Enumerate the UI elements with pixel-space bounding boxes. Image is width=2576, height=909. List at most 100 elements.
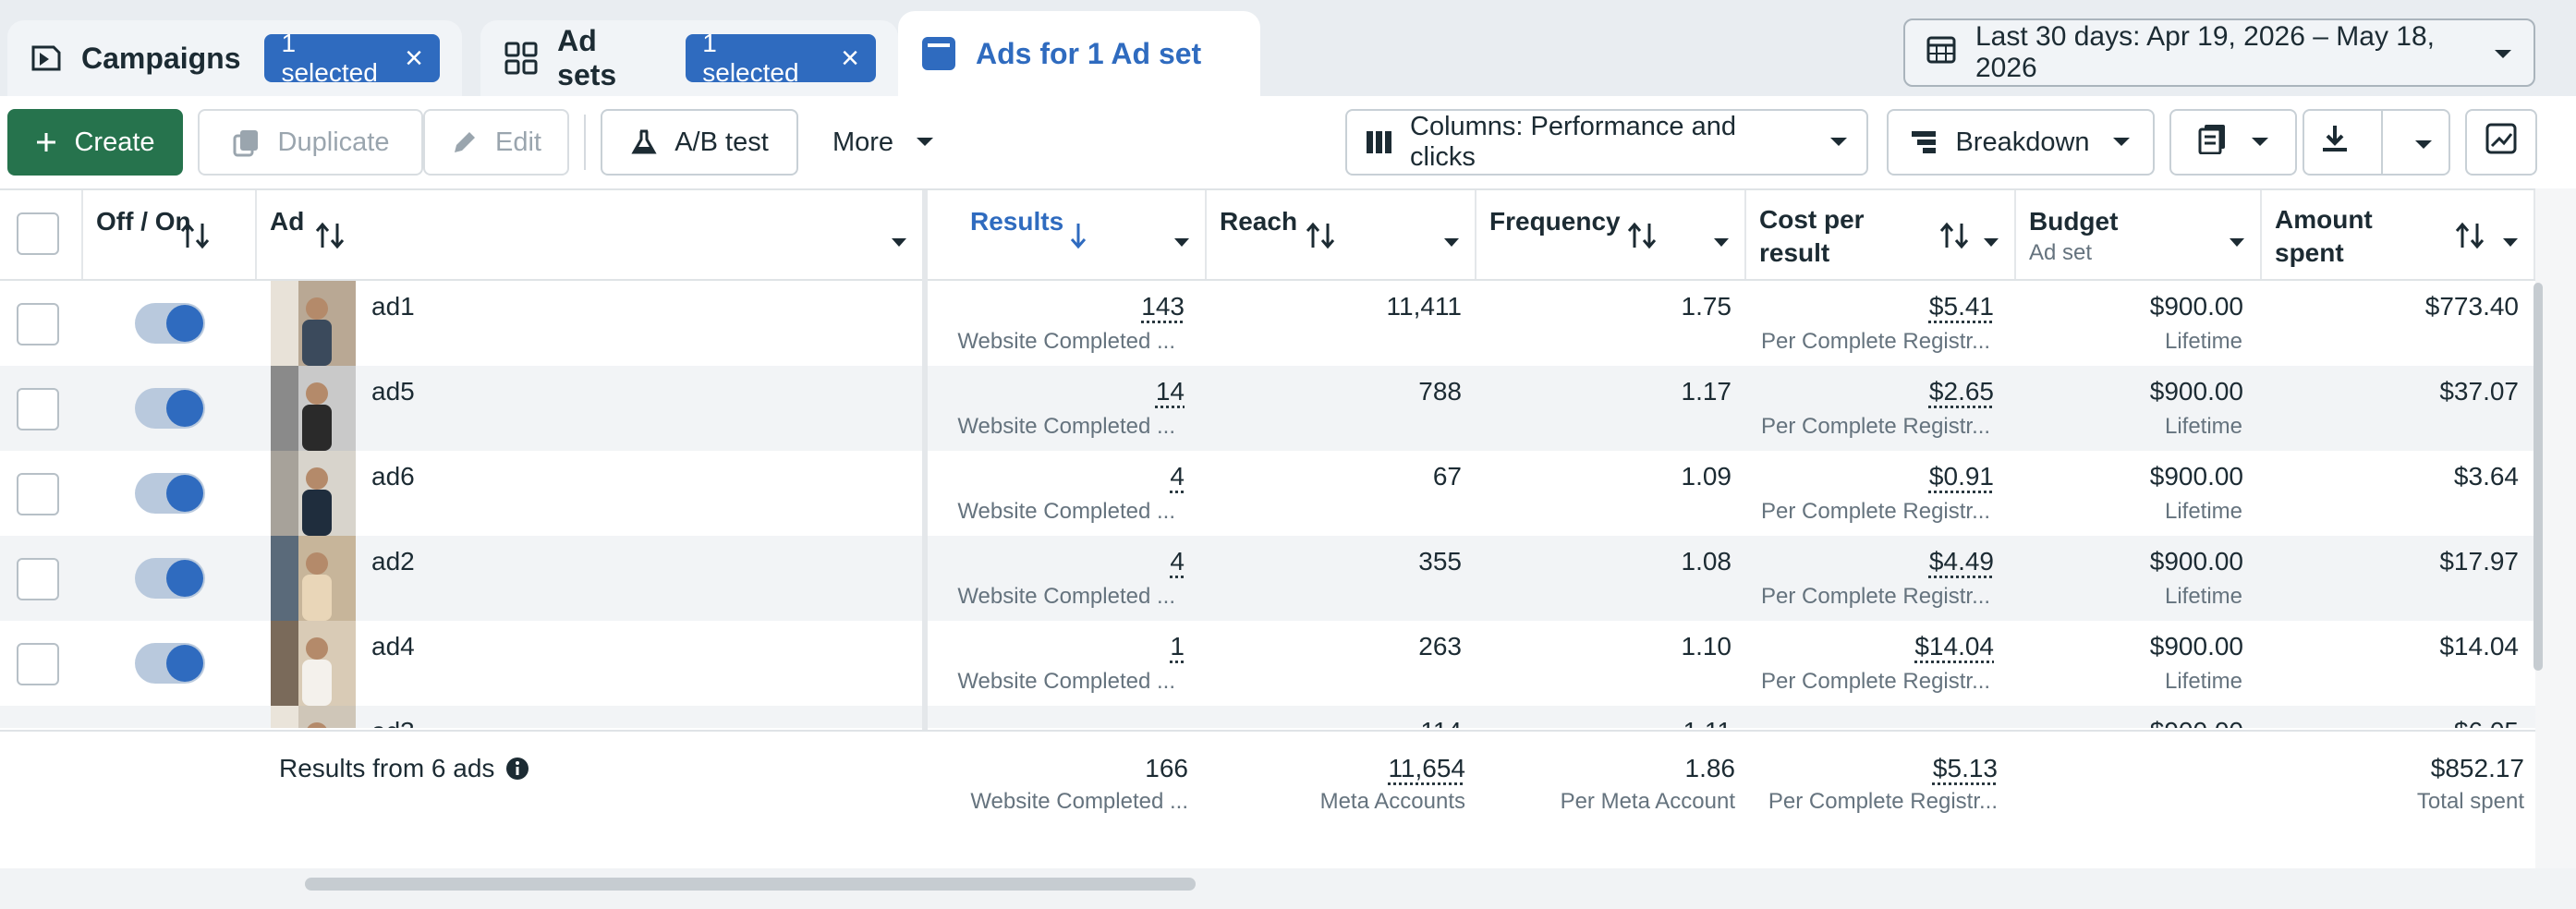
col-amount-spent[interactable]: Amount spent [2262,190,2535,279]
ad-name[interactable]: ad2 [371,547,415,576]
cost-value[interactable]: $0.91 [1928,462,1994,491]
totals-reach[interactable]: 11,654 [1388,754,1465,782]
chevron-down-icon[interactable] [1173,225,1190,255]
results-value[interactable]: 1 [1170,632,1185,661]
ad-window-icon [920,35,957,72]
budget-value: $900.00 [2149,377,2243,406]
ab-test-button[interactable]: A/B test [601,109,798,176]
table-row[interactable]: ad5 14 Website Completed ... 788 1.17 $2… [0,366,2535,451]
col-budget[interactable]: Budget Ad set [2016,190,2262,279]
ad-name[interactable]: ad5 [371,377,415,406]
delivery-toggle[interactable] [135,643,205,684]
edit-button[interactable]: Edit [423,109,569,176]
toolbar: Create Duplicate Edit A/B test More Colu… [0,96,2576,188]
row-checkbox[interactable] [17,643,59,685]
export-button[interactable] [2303,109,2450,176]
results-value[interactable]: 143 [1141,292,1185,321]
budget-value: $900.00 [2149,547,2243,576]
row-checkbox[interactable] [17,388,59,430]
breakdown-button[interactable]: Breakdown [1887,109,2155,176]
col-ad[interactable]: Ad [257,190,924,279]
cost-value[interactable]: $14.04 [1914,632,1994,661]
col-results[interactable]: Results [935,190,1207,279]
ad-sets-selected-chip[interactable]: 1 selected × [686,29,877,87]
ad-thumbnail[interactable] [271,451,356,536]
select-all-checkbox[interactable] [17,212,59,255]
chevron-down-icon[interactable] [2229,225,2245,255]
sort-icon[interactable] [1626,222,1658,256]
tab-ad-sets[interactable]: Ad sets 1 selected × [480,20,898,96]
charts-button[interactable] [2465,109,2537,176]
table-row[interactable]: ad1 143 Website Completed ... 11,411 1.7… [0,281,2535,366]
col-off-on[interactable]: Off / On [83,190,257,279]
results-value[interactable]: 4 [1170,462,1185,491]
ad-thumbnail[interactable] [271,536,356,621]
totals-row: Results from 6 ads 166 Website Completed… [0,730,2535,868]
reports-icon [2197,123,2229,162]
ad-thumbnail[interactable] [271,706,356,728]
budget-sublabel: Lifetime [2164,584,2243,609]
clear-campaigns-icon[interactable]: × [405,41,423,76]
ad-name[interactable]: ad1 [371,292,415,321]
clear-ad-sets-icon[interactable]: × [841,41,860,76]
chevron-down-icon[interactable] [1983,225,1999,255]
col-frequency[interactable]: Frequency [1476,190,1746,279]
horizontal-scrollbar[interactable] [305,878,1196,891]
tab-campaigns[interactable]: Campaigns 1 selected × [7,20,462,96]
table-row[interactable]: ad4 1 Website Completed ... 263 1.10 $14… [0,621,2535,706]
sort-desc-icon[interactable] [1068,222,1088,256]
delivery-toggle[interactable] [135,558,205,599]
delivery-toggle[interactable] [135,303,205,344]
chevron-down-icon[interactable] [2502,225,2519,255]
ad-name[interactable]: ad6 [371,462,415,491]
delivery-toggle[interactable] [135,388,205,429]
campaigns-selected-chip[interactable]: 1 selected × [264,29,440,87]
campaigns-selected-label: 1 selected [281,29,378,87]
create-button[interactable]: Create [7,109,183,176]
col-cost-per-result[interactable]: Cost per result [1746,190,2016,279]
ad-thumbnail[interactable] [271,281,356,366]
budget-value: $900.00 [2033,717,2243,728]
info-icon[interactable] [505,757,529,781]
table-row[interactable]: ad3 114 1.11 $900.00 $6.05 [0,706,2535,728]
duplicate-button[interactable]: Duplicate [198,109,423,176]
vertical-scrollbar[interactable] [2533,283,2543,671]
cost-value[interactable]: $2.65 [1928,377,1994,406]
ad-name[interactable]: ad4 [371,632,415,661]
row-checkbox[interactable] [17,303,59,345]
sort-icon[interactable] [314,222,346,256]
sort-icon[interactable] [2454,222,2485,256]
results-value[interactable]: 4 [1170,547,1185,576]
sort-icon[interactable] [1938,222,1970,256]
delivery-toggle[interactable] [135,473,205,514]
download-icon [2320,124,2350,161]
row-checkbox[interactable] [17,473,59,515]
ad-thumbnail[interactable] [271,621,356,706]
sort-icon[interactable] [1305,222,1336,256]
chevron-down-icon[interactable] [1443,225,1460,255]
col-off-on-label: Off / On [96,207,191,236]
table-body: ad1 143 Website Completed ... 11,411 1.7… [0,281,2535,728]
table-row[interactable]: ad2 4 Website Completed ... 355 1.08 $4.… [0,536,2535,621]
sort-icon[interactable] [179,222,211,256]
row-checkbox[interactable] [17,558,59,600]
chevron-down-icon[interactable] [891,225,907,255]
cost-sublabel: Per Complete Registr... [1761,584,1991,609]
table-row[interactable]: ad6 4 Website Completed ... 67 1.09 $0.9… [0,451,2535,536]
col-reach[interactable]: Reach [1207,190,1476,279]
reports-button[interactable] [2169,109,2297,176]
columns-button[interactable]: Columns: Performance and clicks [1345,109,1868,176]
more-button[interactable]: More [817,109,950,176]
ad-thumbnail[interactable] [271,366,356,451]
chevron-down-icon[interactable] [1713,225,1730,255]
chevron-down-icon[interactable] [2414,127,2433,158]
results-value[interactable]: 14 [1155,377,1185,406]
columns-label: Columns: Performance and clicks [1410,112,1736,172]
tab-ads[interactable]: Ads for 1 Ad set [898,11,1260,96]
cost-value[interactable]: $5.41 [1928,292,1994,321]
totals-cost[interactable]: $5.13 [1932,754,1998,782]
reach-value: 263 [1418,632,1462,661]
ad-name[interactable]: ad3 [371,717,415,728]
date-range-picker[interactable]: Last 30 days: Apr 19, 2026 – May 18, 202… [1903,18,2535,87]
cost-value[interactable]: $4.49 [1928,547,1994,576]
